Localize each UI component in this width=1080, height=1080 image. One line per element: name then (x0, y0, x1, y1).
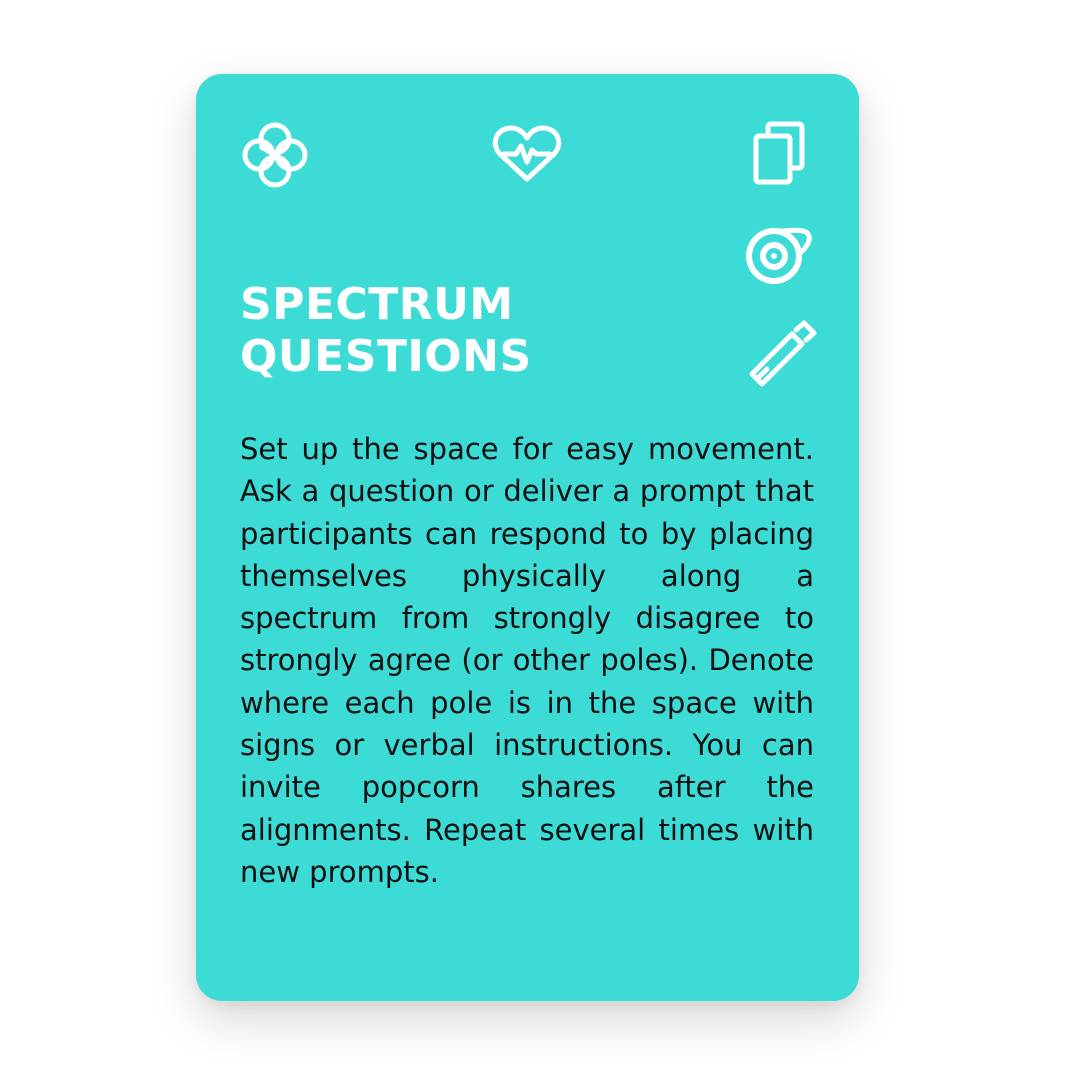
card-description: Set up the space for easy move­ment. Ask… (240, 432, 814, 889)
heart-pulse-icon (492, 124, 562, 184)
card-title-line-2: QUESTIONS (240, 331, 532, 382)
activity-card[interactable]: SPECTRUM QUESTIONS Set up the space for … (196, 74, 859, 1001)
cards-icon (752, 120, 808, 186)
marker-icon (744, 320, 818, 388)
card-title-line-1: SPECTRUM (240, 279, 514, 330)
molecule-icon (240, 120, 310, 190)
card-title: SPECTRUM QUESTIONS (240, 279, 532, 383)
tape-icon (744, 224, 814, 286)
